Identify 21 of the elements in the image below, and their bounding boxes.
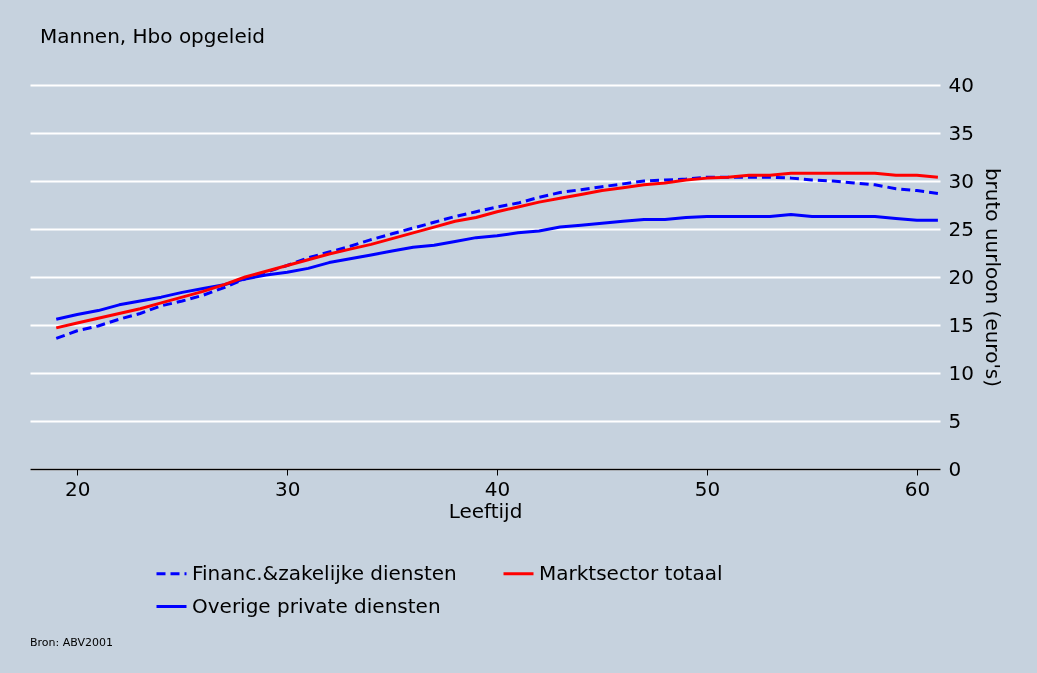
y-tick-label: 15 — [948, 312, 974, 337]
legend-label: Financ.&zakelijke diensten — [192, 560, 457, 585]
legend-label: Overige private diensten — [192, 593, 441, 618]
legend-label: Marktsector totaal — [539, 560, 723, 585]
x-tick-label: 20 — [65, 476, 91, 501]
y-tick-label: 0 — [948, 456, 962, 481]
y-tick-label: 20 — [948, 264, 974, 289]
y-tick-label: 35 — [948, 120, 974, 145]
x-tick-label: 30 — [274, 476, 301, 501]
y-axis-title: bruto uurloon (euro's) — [980, 167, 1005, 388]
y-tick-label: 30 — [948, 168, 974, 193]
y-tick-label: 40 — [948, 72, 974, 97]
text: Bron: ABV2001 — [30, 636, 113, 649]
y-tick-label: 10 — [948, 360, 974, 385]
x-tick-label: 50 — [694, 476, 721, 501]
y-tick-label: 5 — [948, 408, 962, 433]
x-axis-title: Leeftijd — [448, 498, 523, 523]
chart-title: Mannen, Hbo opgeleid — [40, 24, 265, 48]
x-tick-label: 60 — [904, 476, 931, 501]
x-tick-label: 40 — [484, 476, 511, 501]
y-tick-label: 25 — [948, 216, 974, 241]
